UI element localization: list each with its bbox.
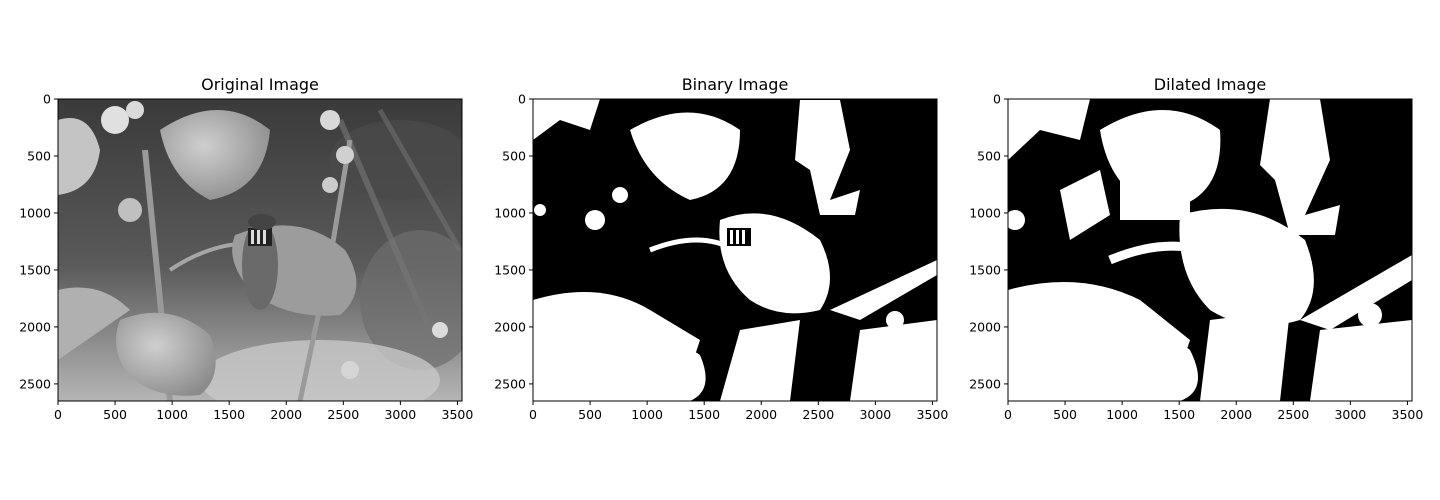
original-image [58,99,462,401]
x-tick-label: 0 [529,407,537,422]
y-tick-label: 1000 [19,205,51,220]
x-tick-label: 500 [578,407,602,422]
y-ticks: 0 500 1000 1500 2000 2500 [19,92,58,391]
x-tick-label: 3500 [1392,407,1424,422]
panel-dilated: Dilated Image 0 500 1000 1500 2000 2500 3000 35… [969,75,1423,422]
dilated-image [1008,99,1412,401]
y-tick-label: 0 [993,92,1001,107]
y-tick-label: 1500 [19,262,51,277]
x-tick-label: 2000 [270,407,302,422]
y-tick-label: 2000 [19,319,51,334]
x-tick-label: 0 [1004,407,1012,422]
y-ticks: 0 500 1000 1500 2000 2500 [969,92,1008,391]
x-tick-label: 2500 [327,407,359,422]
y-tick-label: 2500 [494,376,526,391]
x-tick-label: 2000 [1220,407,1252,422]
x-tick-label: 1000 [631,407,663,422]
y-tick-label: 1000 [969,205,1001,220]
panel-original: Original Image 0 500 1000 1500 2000 2500 3000 3… [19,75,473,422]
x-tick-label: 1000 [1106,407,1138,422]
x-ticks: 0 500 1000 1500 2000 2500 3000 3500 [1004,401,1423,422]
panel-title: Dilated Image [1154,75,1266,94]
y-tick-label: 1500 [494,262,526,277]
y-tick-label: 0 [518,92,526,107]
y-tick-label: 2500 [969,376,1001,391]
y-tick-label: 500 [977,148,1001,163]
x-tick-label: 3500 [442,407,474,422]
x-tick-label: 3000 [1334,407,1366,422]
panel-title: Binary Image [682,75,789,94]
x-tick-label: 3500 [917,407,949,422]
axes-frame [57,98,463,402]
y-tick-label: 2000 [494,319,526,334]
x-tick-label: 2500 [802,407,834,422]
x-tick-label: 0 [54,407,62,422]
y-tick-label: 500 [502,148,526,163]
x-tick-label: 1500 [213,407,245,422]
y-tick-label: 1000 [494,205,526,220]
x-tick-label: 2500 [1277,407,1309,422]
panel-title: Original Image [201,75,319,94]
y-tick-label: 0 [43,92,51,107]
x-tick-label: 500 [1053,407,1077,422]
x-tick-label: 1500 [688,407,720,422]
axes-frame [532,98,938,402]
x-tick-label: 1000 [156,407,188,422]
binary-image [533,99,937,401]
x-tick-label: 3000 [384,407,416,422]
x-tick-label: 500 [103,407,127,422]
y-tick-label: 1500 [969,262,1001,277]
y-tick-label: 2000 [969,319,1001,334]
y-ticks: 0 500 1000 1500 2000 2500 [494,92,533,391]
y-tick-label: 2500 [19,376,51,391]
x-ticks: 0 500 1000 1500 2000 2500 3000 3500 [529,401,948,422]
x-ticks: 0 500 1000 1500 2000 2500 3000 3500 [54,401,473,422]
axes-frame [1007,98,1413,402]
x-tick-label: 2000 [745,407,777,422]
panel-binary: Binary Image 0 500 1000 1500 2000 2500 3000 350… [494,75,948,422]
y-tick-label: 500 [27,148,51,163]
x-tick-label: 1500 [1163,407,1195,422]
x-tick-label: 3000 [859,407,891,422]
